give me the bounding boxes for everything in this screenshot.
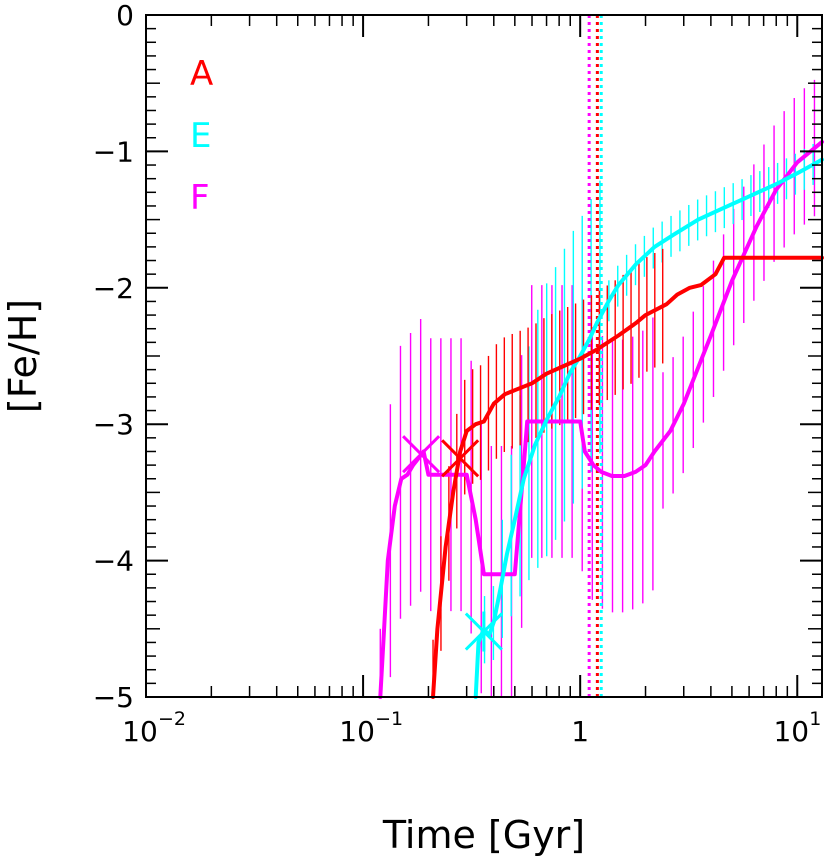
series-line-F: [378, 139, 824, 699]
y-tick-label: −1: [93, 135, 134, 168]
x-axis-title: Time [Gyr]: [382, 813, 585, 857]
marker-A: [441, 439, 480, 478]
legend-entry-E: E: [190, 116, 211, 156]
svg-text:1: 1: [809, 708, 821, 730]
x-tick-label: 1: [571, 715, 589, 748]
x-tick-label: 10 1: [773, 708, 821, 748]
y-tick-label: 0: [116, 0, 134, 32]
svg-text:10: 10: [773, 715, 809, 748]
x-tick-label: 10 −1: [339, 708, 403, 748]
legend-entry-A: A: [190, 54, 213, 94]
legend: AEF: [190, 54, 213, 218]
tick-labels: 0−1−2−3−4−510 −2 10 −1 1 10 1: [93, 0, 822, 748]
y-tick-label: −5: [93, 681, 134, 714]
y-tick-label: −3: [93, 408, 134, 441]
svg-text:10: 10: [122, 715, 158, 748]
series-line-A: [431, 255, 824, 699]
series-lines: [378, 139, 824, 699]
svg-text:1: 1: [571, 715, 589, 748]
series-markers: [402, 435, 503, 652]
svg-text:−1: −1: [375, 708, 403, 730]
series-line-E: [473, 157, 824, 699]
axis-ticks: [145, 14, 822, 698]
y-tick-label: −2: [93, 272, 134, 305]
y-axis-title: [Fe/H]: [1, 299, 45, 413]
legend-entry-F: F: [190, 178, 210, 218]
svg-text:10: 10: [339, 715, 375, 748]
x-tick-label: 10 −2: [122, 708, 186, 748]
y-tick-label: −4: [93, 545, 134, 578]
marker-E: [464, 611, 503, 652]
marker-F: [402, 435, 441, 474]
svg-text:−2: −2: [158, 708, 186, 730]
plot-frame: [145, 14, 823, 698]
reference-lines: [587, 15, 603, 697]
